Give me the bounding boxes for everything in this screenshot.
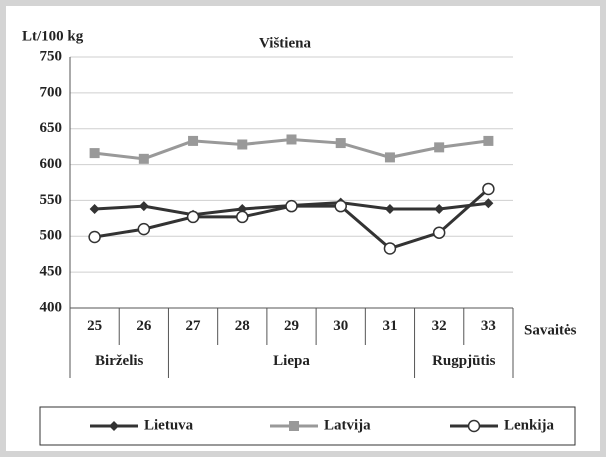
group-label: Liepa bbox=[273, 353, 310, 369]
marker bbox=[434, 204, 445, 215]
marker bbox=[186, 210, 200, 224]
y-tick-label: 700 bbox=[40, 84, 63, 100]
legend-box bbox=[39, 406, 576, 446]
marker bbox=[432, 226, 446, 239]
x-tick-label: 25 bbox=[87, 318, 102, 334]
marker bbox=[334, 199, 347, 213]
marker bbox=[483, 198, 494, 209]
x-tick-label: 27 bbox=[186, 318, 202, 334]
marker bbox=[483, 135, 494, 146]
marker bbox=[89, 148, 100, 159]
y-axis-label: Lt/100 kg bbox=[22, 28, 84, 44]
marker bbox=[467, 419, 481, 433]
y-tick-label: 500 bbox=[40, 228, 63, 244]
y-tick-label: 550 bbox=[40, 192, 63, 208]
y-tick-label: 400 bbox=[40, 299, 63, 315]
marker bbox=[285, 199, 298, 213]
y-tick-label: 450 bbox=[40, 264, 63, 280]
marker bbox=[383, 242, 397, 255]
group-label: Rugpjūtis bbox=[432, 353, 496, 369]
legend-label: Lietuva bbox=[144, 417, 194, 433]
y-tick-label: 600 bbox=[40, 156, 63, 172]
x-tick-label: 33 bbox=[481, 318, 496, 334]
marker bbox=[286, 134, 297, 145]
marker bbox=[89, 204, 100, 215]
y-tick-label: 750 bbox=[40, 48, 63, 64]
marker bbox=[384, 204, 395, 215]
x-axis-label: Savaitės bbox=[524, 322, 577, 338]
marker bbox=[237, 139, 248, 150]
marker bbox=[434, 142, 445, 153]
y-tick-label: 650 bbox=[40, 120, 63, 136]
x-tick-label: 26 bbox=[136, 318, 152, 334]
group-label: Birželis bbox=[95, 353, 143, 369]
chart-title: Vištiena bbox=[259, 35, 311, 51]
x-tick-label: 32 bbox=[432, 318, 447, 334]
marker bbox=[138, 201, 149, 212]
marker bbox=[188, 135, 199, 146]
marker bbox=[88, 230, 101, 244]
x-tick-label: 28 bbox=[235, 318, 250, 334]
marker bbox=[289, 421, 299, 431]
marker bbox=[482, 182, 495, 196]
marker bbox=[109, 421, 119, 431]
marker bbox=[335, 138, 346, 149]
legend-label: Latvija bbox=[324, 417, 371, 433]
legend-label: Lenkija bbox=[504, 417, 555, 433]
marker bbox=[137, 222, 151, 236]
x-tick-label: 29 bbox=[284, 318, 299, 334]
x-tick-label: 31 bbox=[382, 318, 397, 334]
marker bbox=[138, 153, 149, 164]
marker bbox=[384, 152, 395, 163]
marker bbox=[236, 210, 249, 224]
x-tick-label: 30 bbox=[333, 318, 348, 334]
